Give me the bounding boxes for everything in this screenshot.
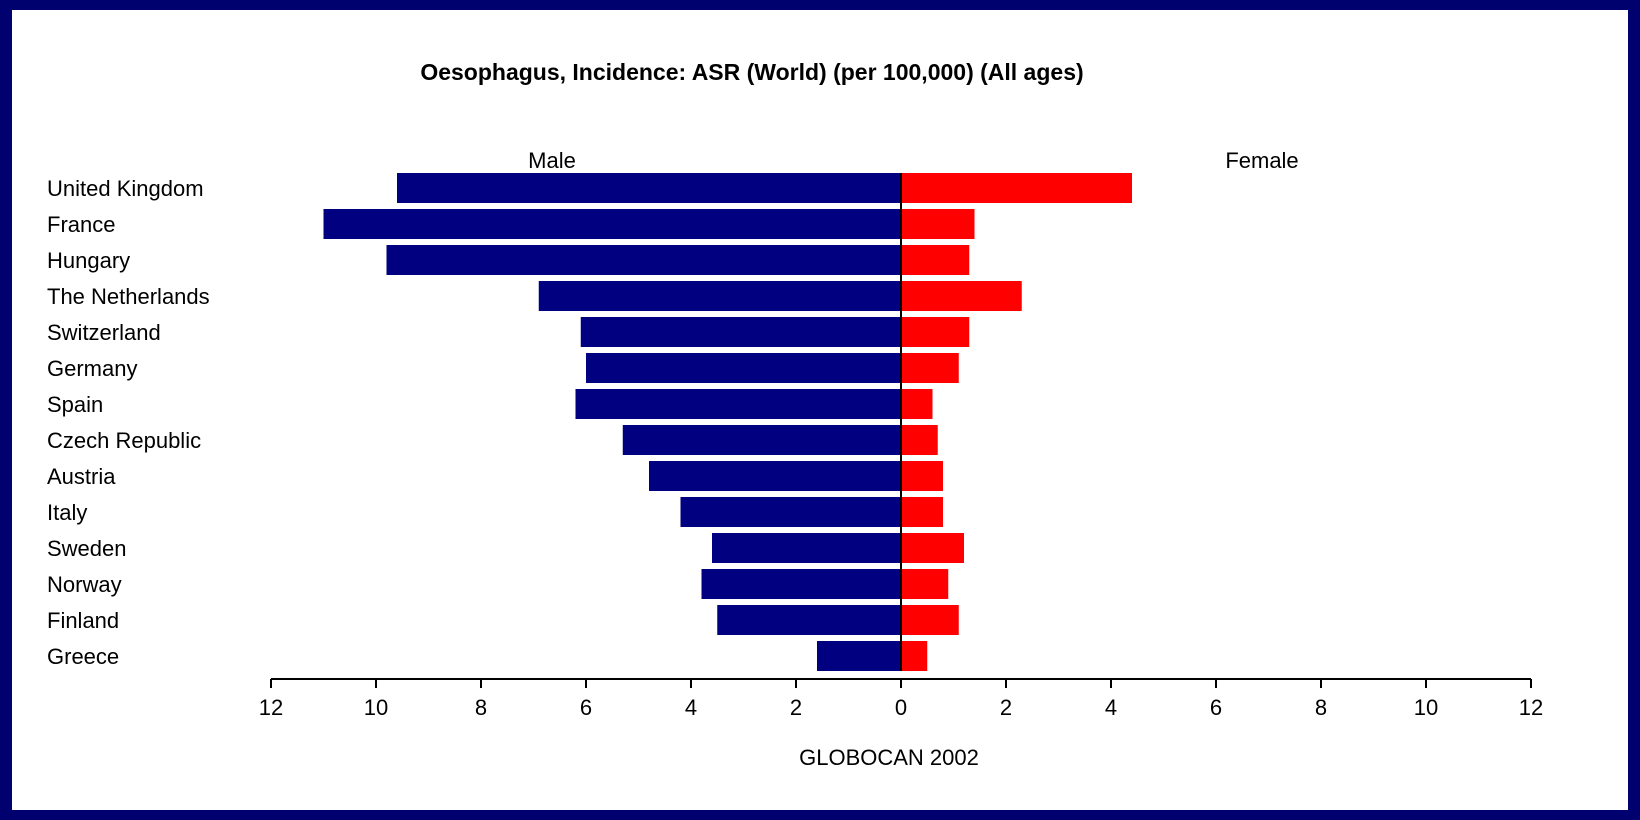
bar-male-norway [701, 569, 901, 599]
chart-title: Oesophagus, Incidence: ASR (World) (per … [420, 59, 1083, 85]
bar-male-italy [680, 497, 901, 527]
x-tick-label: 10 [364, 695, 388, 720]
series-label-female: Female [1225, 148, 1298, 173]
x-tick-label: 0 [895, 695, 907, 720]
bar-female-germany [901, 353, 959, 383]
x-tick-label: 2 [1000, 695, 1012, 720]
x-tick-label: 8 [475, 695, 487, 720]
x-tick-label: 2 [790, 695, 802, 720]
bar-male-switzerland [580, 317, 901, 347]
bar-female-czech-republic [901, 425, 938, 455]
x-tick-label: 6 [1210, 695, 1222, 720]
bar-female-norway [901, 569, 949, 599]
source-label: GLOBOCAN 2002 [799, 745, 979, 770]
bar-female-the-netherlands [901, 281, 1022, 311]
chart-panel: Oesophagus, Incidence: ASR (World) (per … [12, 10, 1628, 810]
x-tick-label: 4 [1105, 695, 1117, 720]
bar-male-united-kingdom [397, 173, 901, 203]
category-label-the-netherlands: The Netherlands [47, 284, 210, 309]
category-label-hungary: Hungary [47, 248, 130, 273]
bar-male-czech-republic [622, 425, 901, 455]
x-tick-label: 10 [1414, 695, 1438, 720]
category-label-italy: Italy [47, 500, 87, 525]
category-label-united-kingdom: United Kingdom [47, 176, 204, 201]
category-label-france: France [47, 212, 115, 237]
category-label-finland: Finland [47, 608, 119, 633]
bar-male-spain [575, 389, 901, 419]
bar-female-italy [901, 497, 943, 527]
bars [323, 173, 1132, 671]
category-label-norway: Norway [47, 572, 122, 597]
bar-female-sweden [901, 533, 964, 563]
category-labels: United Kingdom France Hungary The Netherlan… [47, 176, 210, 669]
x-tick-label: 12 [259, 695, 283, 720]
x-tick-label: 4 [685, 695, 697, 720]
category-label-switzerland: Switzerland [47, 320, 161, 345]
bar-male-austria [649, 461, 901, 491]
bar-female-hungary [901, 245, 970, 275]
category-label-greece: Greece [47, 644, 119, 669]
chart: Oesophagus, Incidence: ASR (World) (per … [47, 59, 1543, 770]
bar-male-the-netherlands [538, 281, 901, 311]
category-label-spain: Spain [47, 392, 103, 417]
x-axis: 12 10 8 6 4 2 0 2 4 6 8 10 12 [259, 678, 1543, 720]
bar-male-finland [717, 605, 901, 635]
bar-female-greece [901, 641, 928, 671]
bar-male-france [323, 209, 901, 239]
bar-female-switzerland [901, 317, 970, 347]
bar-female-france [901, 209, 975, 239]
series-label-male: Male [528, 148, 576, 173]
bar-female-finland [901, 605, 959, 635]
category-label-germany: Germany [47, 356, 137, 381]
x-tick-label: 8 [1315, 695, 1327, 720]
x-tick-label: 12 [1519, 695, 1543, 720]
category-label-sweden: Sweden [47, 536, 127, 561]
bar-male-greece [817, 641, 901, 671]
bar-male-hungary [386, 245, 901, 275]
bar-male-sweden [712, 533, 901, 563]
category-label-austria: Austria [47, 464, 116, 489]
bar-male-germany [586, 353, 901, 383]
category-label-czech-republic: Czech Republic [47, 428, 201, 453]
bar-female-united-kingdom [901, 173, 1132, 203]
x-tick-label: 6 [580, 695, 592, 720]
bar-female-spain [901, 389, 933, 419]
bar-female-austria [901, 461, 943, 491]
